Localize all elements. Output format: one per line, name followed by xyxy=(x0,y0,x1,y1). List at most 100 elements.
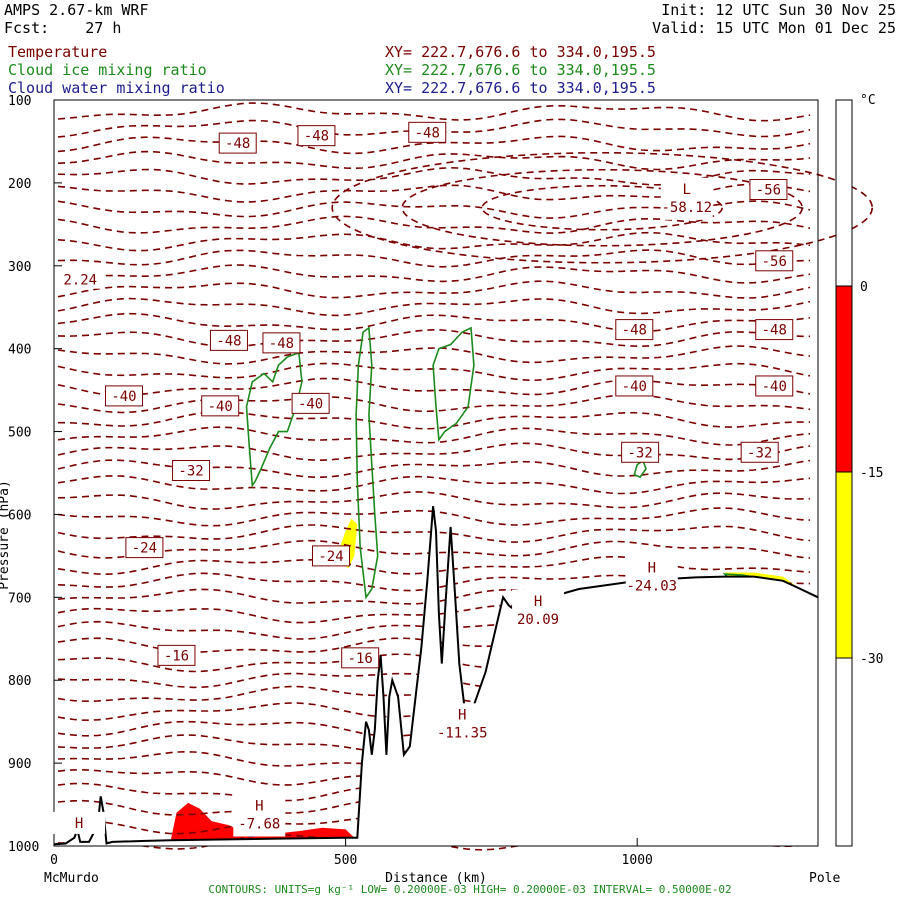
y-tick-label-300: 300 xyxy=(8,260,31,275)
contour-label-box-17 xyxy=(125,537,164,559)
contour-label-7: -48 xyxy=(622,323,647,339)
extremum-mask-0 xyxy=(660,177,713,220)
isotherm-28 xyxy=(57,556,811,576)
isotherm-14 xyxy=(57,328,810,348)
extremum-value-2: 20.09 xyxy=(517,612,559,628)
contour-label-6: -48 xyxy=(269,336,294,352)
contour-label-box-13 xyxy=(755,375,794,397)
isotherm-20 xyxy=(57,426,811,446)
y-tick-label-1000: 1000 xyxy=(8,840,39,855)
isotherm-7 xyxy=(57,215,811,234)
y-tick-label-100: 100 xyxy=(8,94,31,109)
extremum-mask-3 xyxy=(436,703,489,746)
contour-label-17: -24 xyxy=(132,541,157,557)
isotherm-18 xyxy=(57,393,811,414)
edge-label: 2.24 xyxy=(63,273,97,289)
contour-label-box-9 xyxy=(104,385,143,407)
extremum-mask-5 xyxy=(53,811,106,834)
valid-time: Valid: 15 UTC Mon 01 Dec 25 xyxy=(652,19,896,37)
isotherm-23 xyxy=(57,475,811,495)
y-axis-label: Pressure (hPa) xyxy=(0,480,12,590)
extremum-mask-1 xyxy=(625,556,678,599)
colorbar-level-2: -30 xyxy=(860,652,883,667)
isotherm-10 xyxy=(57,264,811,284)
right-endpoint-label: Pole xyxy=(809,871,840,886)
contour-label-box-12 xyxy=(615,375,654,397)
model-title: AMPS 2.67-km WRF xyxy=(4,1,149,19)
isotherm-9 xyxy=(57,249,811,268)
contour-label-box-6 xyxy=(262,332,301,354)
colorbar-unit: °C xyxy=(860,93,876,108)
cold-core-contour-2 xyxy=(331,151,874,264)
contour-label-box-7 xyxy=(615,319,654,341)
extremum-symbol-4: H xyxy=(255,799,263,815)
left-endpoint-label: McMurdo xyxy=(44,871,99,886)
contour-label-11: -40 xyxy=(298,396,323,412)
contour-label-15: -32 xyxy=(627,445,652,461)
contour-label-2: -48 xyxy=(415,125,440,141)
extremum-symbol-1: H xyxy=(648,561,656,577)
color-bar: °C 0 -15 -30 xyxy=(835,93,883,847)
isotherm-2 xyxy=(57,135,811,155)
cloud-ice-contour-1 xyxy=(355,326,379,600)
isotherm-11 xyxy=(57,280,811,299)
colorbar-red xyxy=(835,285,853,473)
y-tick-label-900: 900 xyxy=(8,757,31,772)
contour-label-18: -24 xyxy=(318,549,343,565)
isotherm-38 xyxy=(57,718,811,738)
contour-label-box-0 xyxy=(218,132,257,154)
isotherm-0 xyxy=(57,102,811,122)
colorbar-level-1: -15 xyxy=(860,466,883,481)
isotherm-15 xyxy=(57,345,811,365)
extremum-symbol-5: H xyxy=(75,816,83,832)
extremum-symbol-3: H xyxy=(458,707,466,723)
contour-label-1: -48 xyxy=(304,129,329,145)
init-time: Init: 12 UTC Sun 30 Nov 25 xyxy=(661,1,896,19)
contour-label-8: -48 xyxy=(762,323,787,339)
isotherm-24 xyxy=(57,491,811,510)
extremum-value-0: -58.12 xyxy=(661,200,712,216)
colorbar-yellow xyxy=(835,471,853,659)
edge-label-mask xyxy=(56,268,105,289)
extremum-value-4: -7.68 xyxy=(238,817,280,833)
contour-label-16: -32 xyxy=(747,445,772,461)
field-name-temperature: Temperature xyxy=(8,43,108,61)
forecast-hour: Fcst: 27 h xyxy=(4,19,122,37)
contour-label-box-10 xyxy=(201,395,240,417)
y-tick-label-600: 600 xyxy=(8,508,31,523)
x-axis-label: Distance (km) xyxy=(385,871,487,886)
contour-label-19: -16 xyxy=(164,648,189,664)
colorbar-white-top xyxy=(835,99,853,287)
isotherm-12 xyxy=(57,297,811,317)
extremum-mask-4 xyxy=(233,794,286,837)
field-xy-cloud-ice: XY= 222.7,676.6 to 334.0,195.5 xyxy=(385,61,656,79)
colorbar-white-bottom xyxy=(835,657,853,847)
cloud-ice-contour-3 xyxy=(633,459,647,479)
isotherm-3 xyxy=(57,150,811,171)
isotherm-21 xyxy=(57,442,811,462)
contour-label-box-4 xyxy=(755,250,794,272)
cloud-ice-contour-2 xyxy=(432,326,475,443)
contour-label-14: -32 xyxy=(178,464,203,480)
contour-label-20: -16 xyxy=(348,651,373,667)
contour-label-3: -56 xyxy=(756,183,781,199)
contour-label-4: -56 xyxy=(762,254,787,270)
extremum-symbol-0: L xyxy=(683,182,691,198)
isotherm-43 xyxy=(57,799,811,818)
extremum-mask-2 xyxy=(512,589,565,632)
contour-info: CONTOURS: UNITS=g kg⁻¹ LOW= 0.20000E-03 … xyxy=(208,883,731,896)
cold-core-contour-1 xyxy=(401,168,804,247)
terrain-layer xyxy=(53,506,819,846)
contour-label-box-16 xyxy=(740,441,779,463)
y-tick-label-200: 200 xyxy=(8,177,31,192)
contour-label-5: -48 xyxy=(216,333,241,349)
contour-label-box-18 xyxy=(312,545,351,567)
contour-label-layer: -48 -48 -48 -56 -56 -48 -48 -48 -48 -40 -40 -40 -40 -… xyxy=(53,121,794,837)
x-tick-label-1000: 1000 xyxy=(622,853,653,868)
y-tick-label-800: 800 xyxy=(8,674,31,689)
contour-label-box-14 xyxy=(172,460,211,482)
contour-label-box-1 xyxy=(297,125,336,147)
contour-label-0: -48 xyxy=(225,136,250,152)
contour-label-box-8 xyxy=(755,319,794,341)
